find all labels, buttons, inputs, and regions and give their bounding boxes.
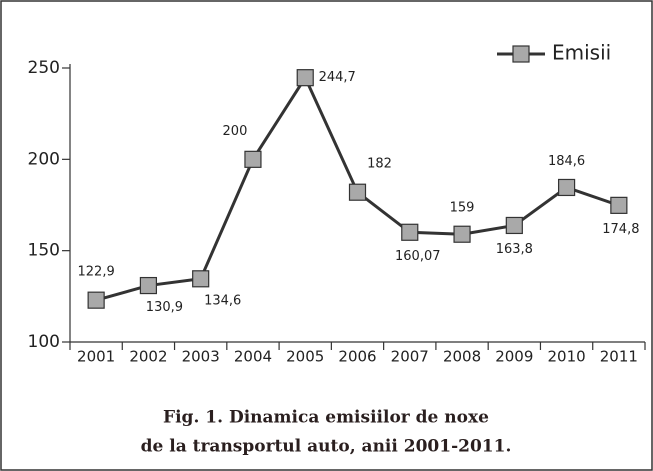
data-label: 182: [367, 157, 392, 172]
y-tick-label: 100: [28, 332, 60, 352]
marker: [296, 69, 314, 87]
data-label: 122,9: [78, 265, 115, 280]
x-tick-label: 2011: [600, 348, 638, 366]
x-tick-label: 2001: [77, 348, 115, 366]
data-label: 174,8: [602, 222, 639, 237]
data-label: 159: [450, 201, 475, 216]
y-tick-label: 200: [28, 149, 60, 169]
marker: [192, 270, 210, 288]
marker: [610, 196, 628, 214]
marker: [557, 178, 576, 197]
x-tick-label: 2006: [338, 348, 376, 366]
data-label: 184,6: [548, 154, 585, 169]
caption: de la transportul auto, anii 2001-2011.: [141, 437, 512, 457]
data-label: 163,8: [496, 242, 533, 257]
data-label: 200: [223, 124, 248, 139]
x-tick-label: 2008: [443, 348, 481, 366]
marker: [139, 276, 158, 295]
x-tick-label: 2003: [182, 348, 220, 366]
x-tick-label: 2005: [286, 348, 324, 366]
caption: Fig. 1. Dinamica emisiilor de noxe: [163, 408, 489, 428]
legend-label: Emisii: [552, 41, 611, 65]
x-tick-label: 2004: [234, 348, 272, 366]
data-label: 134,6: [204, 293, 241, 308]
marker: [348, 183, 367, 201]
marker: [453, 225, 471, 243]
marker: [244, 150, 262, 168]
x-tick-label: 2002: [129, 348, 167, 366]
marker: [401, 223, 419, 241]
data-label: 160,07: [395, 249, 441, 264]
legend-marker: [512, 45, 530, 63]
x-tick-label: 2010: [547, 348, 585, 366]
data-label: 244,7: [319, 70, 356, 85]
y-tick-label: 250: [28, 58, 60, 78]
data-label: 130,9: [146, 300, 183, 315]
x-tick-label: 2007: [391, 348, 429, 366]
x-tick-label: 2009: [495, 348, 533, 366]
marker: [87, 291, 105, 309]
y-tick-label: 150: [28, 241, 60, 261]
marker: [505, 216, 523, 235]
